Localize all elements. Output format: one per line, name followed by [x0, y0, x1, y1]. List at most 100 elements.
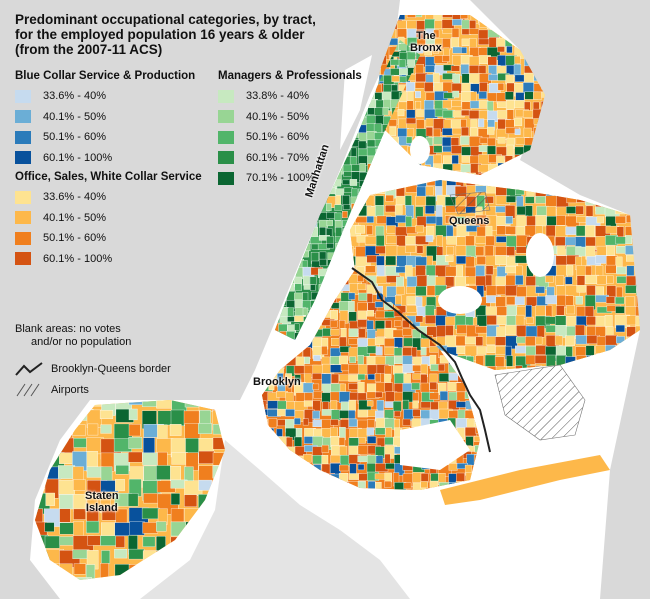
- blank-areas: [340, 55, 554, 470]
- census-tract: [73, 479, 86, 491]
- census-tract: [478, 100, 489, 109]
- census-tract: [312, 419, 322, 427]
- census-tract: [616, 355, 626, 363]
- census-tract: [494, 428, 506, 434]
- title-line-1: Predominant occupational categories, by …: [15, 12, 316, 27]
- census-tract: [294, 299, 303, 309]
- census-tract: [505, 226, 516, 235]
- census-tract: [506, 355, 513, 367]
- census-tract: [397, 145, 409, 155]
- census-tract: [396, 163, 407, 175]
- census-tract: [505, 274, 516, 286]
- census-tract: [330, 454, 342, 463]
- census-tract: [465, 364, 476, 373]
- census-tract: [276, 464, 286, 474]
- census-tract: [375, 148, 385, 160]
- census-tract: [505, 100, 515, 110]
- census-tract: [267, 428, 275, 441]
- census-tract: [448, 364, 457, 373]
- legend-swatch: [15, 89, 31, 103]
- census-tract: [294, 417, 301, 425]
- census-tract: [295, 356, 305, 366]
- census-tract: [438, 363, 445, 372]
- census-tract: [73, 508, 86, 520]
- census-tract: [514, 55, 521, 64]
- census-tract: [335, 195, 341, 205]
- census-tract: [390, 172, 397, 179]
- census-tract: [535, 336, 543, 345]
- census-tract: [330, 328, 340, 336]
- label-staten-island: Staten Island: [85, 490, 119, 514]
- census-tract: [424, 45, 432, 56]
- census-tract: [367, 436, 377, 444]
- census-tract: [496, 155, 505, 169]
- census-tract: [486, 366, 497, 370]
- census-tract: [321, 346, 328, 355]
- census-tract: [348, 338, 358, 345]
- census-tract: [555, 275, 565, 286]
- census-tract: [450, 65, 460, 72]
- census-tract: [605, 344, 621, 356]
- census-tract: [100, 563, 109, 579]
- census-tract: [342, 195, 350, 207]
- census-tract: [479, 82, 488, 93]
- census-tract: [533, 91, 542, 100]
- census-tract: [416, 119, 425, 130]
- legend-label: 50.1% - 60%: [43, 232, 106, 245]
- census-tract: [468, 56, 480, 66]
- census-tract: [285, 409, 295, 417]
- census-tract: [294, 336, 307, 346]
- census-tract: [506, 305, 518, 318]
- census-tract: [375, 382, 386, 393]
- census-tract: [375, 163, 384, 175]
- census-tract: [277, 408, 287, 417]
- census-tract: [484, 374, 491, 383]
- census-tract: [286, 291, 296, 302]
- census-tract: [335, 251, 347, 263]
- census-tract: [358, 328, 366, 338]
- census-tract: [384, 382, 393, 393]
- legend-label: 60.1% - 70%: [246, 151, 309, 164]
- census-tract: [262, 454, 271, 466]
- census-tract: [506, 180, 515, 187]
- census-tract: [497, 83, 505, 91]
- census-tract: [348, 445, 359, 457]
- census-tract: [497, 162, 507, 173]
- census-tract: [451, 100, 462, 107]
- census-tract: [101, 550, 111, 564]
- census-tract: [460, 164, 472, 173]
- census-tract: [493, 454, 504, 460]
- census-tract: [268, 346, 280, 353]
- census-tract: [367, 179, 374, 187]
- legend-label: 33.8% - 40%: [246, 90, 309, 103]
- census-tract: [394, 204, 403, 215]
- census-tract: [451, 28, 460, 38]
- census-tract: [403, 490, 416, 500]
- census-tract: [399, 76, 408, 83]
- census-tract: [267, 400, 279, 409]
- census-tract: [114, 564, 131, 580]
- census-tract: [576, 315, 588, 327]
- border-legend-item: Brooklyn-Queens border: [15, 362, 171, 376]
- census-tract: [310, 284, 316, 291]
- census-tract: [566, 196, 577, 204]
- census-tract: [87, 535, 101, 546]
- census-tract: [452, 19, 463, 26]
- census-tract: [488, 164, 500, 175]
- census-tract: [326, 203, 332, 211]
- census-tract: [294, 455, 304, 464]
- census-tract: [505, 74, 515, 85]
- census-tract: [485, 235, 495, 247]
- census-tract: [394, 320, 402, 327]
- census-tract: [395, 215, 407, 223]
- census-tract: [262, 364, 272, 376]
- census-tract: [321, 482, 332, 490]
- legend-item: 40.1% - 50%: [218, 107, 362, 128]
- census-tract: [575, 324, 585, 336]
- census-tract: [504, 155, 513, 166]
- census-tract: [615, 344, 631, 359]
- census-tract: [348, 399, 356, 412]
- census-tract: [536, 180, 544, 186]
- census-tract: [293, 365, 305, 374]
